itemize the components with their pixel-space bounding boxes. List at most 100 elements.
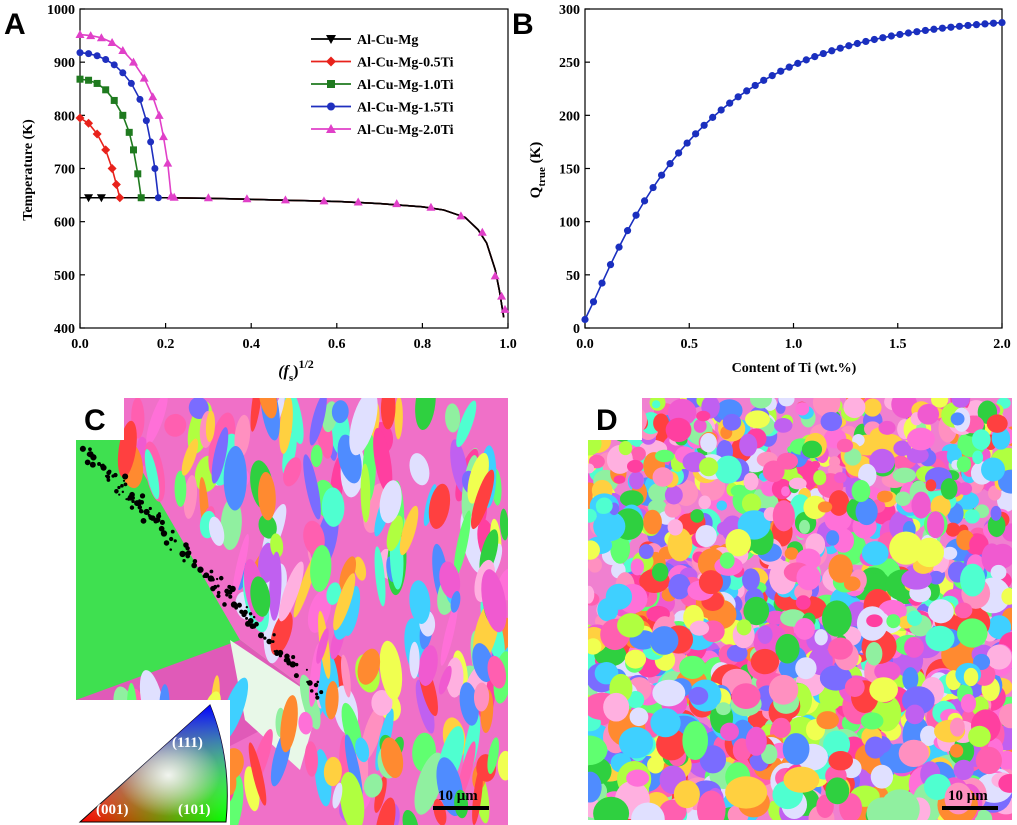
- grain: [750, 398, 772, 409]
- grain: [379, 480, 402, 524]
- boundary-particle: [307, 680, 313, 686]
- series-line-shared-plateau: [80, 196, 505, 318]
- grain: [618, 727, 654, 759]
- legend-entry: Al-Cu-Mg-1.5Ti: [357, 101, 454, 116]
- grain: [917, 403, 940, 425]
- grain: [998, 703, 1012, 729]
- chart-b-x-tick-label: 1.5: [889, 337, 907, 352]
- grain: [188, 398, 209, 419]
- grain: [828, 554, 853, 583]
- boundary-particle: [111, 474, 115, 478]
- data-point-al-cu-mg-1-0ti: [137, 194, 145, 202]
- data-point-q-true: [581, 315, 589, 324]
- grain: [783, 766, 820, 793]
- boundary-particle: [122, 473, 129, 480]
- boundary-particle: [122, 479, 126, 482]
- boundary-particle: [272, 633, 276, 637]
- data-point-q-true: [794, 59, 802, 67]
- chart-b-y-axis-title: Qtrue (K): [528, 142, 548, 199]
- grain: [339, 556, 357, 590]
- grain: [610, 533, 631, 564]
- data-point-al-cu-mg-0-5ti: [101, 145, 111, 155]
- data-point-q-true: [743, 87, 751, 95]
- grain: [971, 429, 991, 450]
- grain: [280, 695, 298, 753]
- grain: [855, 498, 878, 526]
- boundary-particle: [84, 459, 91, 466]
- chart-b-plot-frame: [584, 8, 1003, 329]
- chart-b-y-tick-label: 100: [559, 216, 580, 231]
- grain: [648, 483, 669, 503]
- grain: [869, 448, 895, 474]
- boundary-particle: [88, 447, 92, 452]
- data-point-q-true: [640, 197, 649, 205]
- data-point-q-true: [649, 183, 657, 192]
- grain: [459, 682, 479, 726]
- grain: [339, 771, 365, 825]
- grain: [795, 657, 817, 680]
- grain: [688, 686, 709, 705]
- legend-entry: Al-Cu-Mg-1.0Ti: [357, 78, 454, 93]
- grain: [772, 500, 795, 532]
- chart-a-y-axis-title: Temperature (K): [21, 119, 36, 221]
- data-point-plateau: [319, 196, 329, 205]
- data-point-al-cu-mg-0-5ti: [75, 113, 85, 123]
- grain: [220, 497, 242, 551]
- boundary-particle: [248, 612, 253, 616]
- grain: [457, 741, 476, 800]
- grain: [874, 661, 901, 682]
- grain: [906, 427, 935, 451]
- grain: [861, 541, 889, 566]
- boundary-particle: [258, 632, 265, 639]
- grain: [949, 744, 964, 758]
- boundary-particle: [137, 505, 143, 510]
- boundary-particle: [234, 605, 239, 610]
- grain: [893, 440, 912, 457]
- grain: [865, 642, 883, 666]
- grain: [960, 693, 977, 713]
- grain: [473, 682, 490, 712]
- panel-a-chart: 0.0 0.2 0.4 0.6 0.8 1.0 400 500 600 700 800 900 1000…: [21, 3, 517, 384]
- data-point-q-true: [879, 34, 887, 42]
- data-point-al-cu-mg-2-0ti: [166, 191, 176, 200]
- grain: [949, 717, 965, 737]
- data-point-q-true: [845, 42, 853, 50]
- grain: [664, 485, 683, 505]
- data-point-al-cu-mg-1-5ti: [127, 79, 135, 87]
- grain: [960, 563, 986, 597]
- data-point-q-true: [802, 56, 810, 64]
- panel-c-letter-background: [76, 398, 124, 440]
- grain: [232, 533, 249, 598]
- grain: [834, 472, 847, 484]
- boundary-particle: [169, 548, 173, 551]
- boundary-particle: [117, 485, 121, 490]
- ipf-label-111: (111): [172, 735, 203, 751]
- grain: [774, 418, 793, 433]
- panel-d-letter: D: [596, 404, 618, 437]
- grain: [467, 452, 489, 504]
- grain: [371, 689, 393, 716]
- grain: [304, 741, 318, 777]
- grain: [714, 455, 742, 484]
- grain: [321, 487, 345, 527]
- grain: [795, 402, 810, 416]
- grain: [731, 683, 761, 710]
- grain: [649, 626, 679, 655]
- data-point-plateau: [280, 195, 290, 204]
- data-point-al-cu-mg-1-0ti: [119, 111, 127, 119]
- grain: [497, 567, 508, 601]
- boundary-particle: [245, 620, 251, 627]
- grain: [618, 440, 633, 456]
- boundary-particle: [277, 649, 284, 656]
- boundary-particle: [313, 682, 319, 688]
- grain: [652, 400, 661, 409]
- grain: [750, 648, 780, 675]
- grain: [825, 777, 850, 805]
- grain: [991, 427, 1011, 450]
- grain: [821, 600, 852, 637]
- grain: [820, 411, 843, 432]
- grain: [638, 544, 654, 560]
- grain: [851, 479, 871, 503]
- grain: [643, 509, 662, 535]
- ipf-triangle-white: [80, 705, 228, 822]
